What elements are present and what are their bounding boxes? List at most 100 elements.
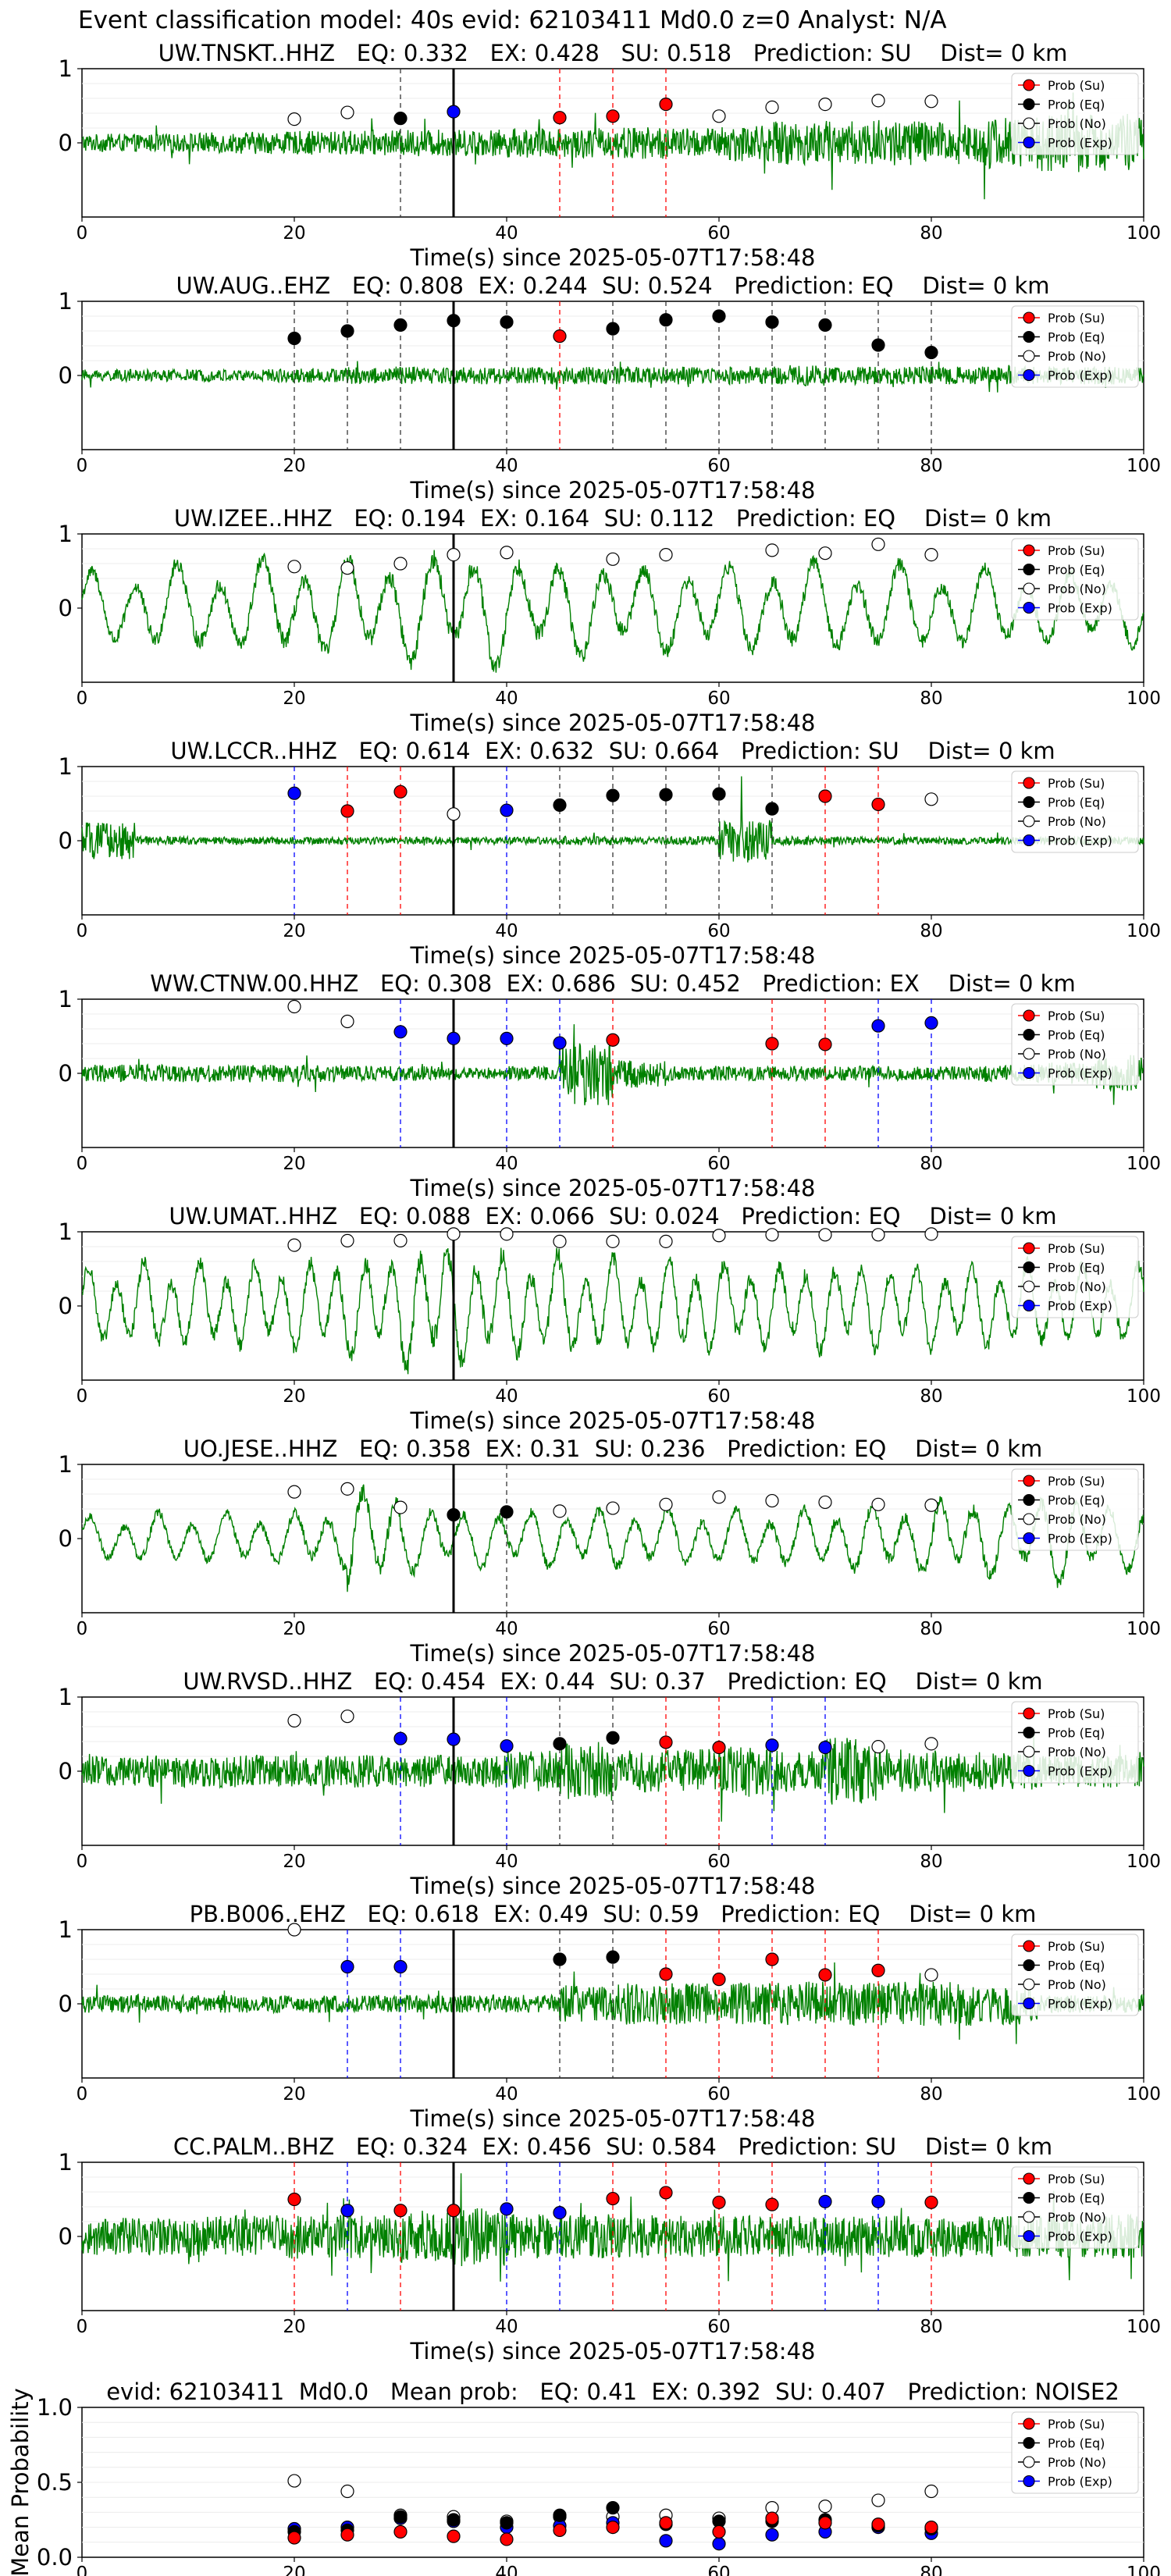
prob-point-eq	[340, 324, 354, 338]
legend-marker-eq	[1023, 1959, 1035, 1972]
y-tick-label: 0	[59, 130, 73, 156]
prob-point-su	[606, 1033, 620, 1047]
prob-point-no	[924, 547, 938, 562]
x-tick-label: 40	[495, 456, 518, 476]
legend: Prob (Su) Prob (Eq) Prob (No) Prob (Exp)	[1011, 1468, 1139, 1551]
x-tick-label: 100	[1127, 1154, 1161, 1174]
legend-label: Prob (Exp)	[1048, 834, 1112, 849]
prob-point-no	[871, 537, 885, 551]
legend-label: Prob (No)	[1048, 1745, 1106, 1759]
prob-point-eq	[606, 1731, 620, 1745]
y-tick-label: 0	[59, 1060, 73, 1087]
prob-point-exp	[500, 1739, 514, 1753]
legend: Prob (Su) Prob (Eq) Prob (No) Prob (Exp)	[1011, 1701, 1139, 1784]
legend-label: Prob (Exp)	[1048, 1532, 1112, 1546]
panel-title: UW.AUG..EHZ EQ: 0.808 EX: 0.244 SU: 0.52…	[176, 272, 1049, 299]
legend-label: Prob (Su)	[1048, 543, 1105, 558]
x-tick-label: 40	[495, 223, 518, 244]
prob-point-exp	[500, 2202, 514, 2216]
x-tick-label: 20	[283, 921, 305, 941]
legend-marker-exp	[1023, 1299, 1035, 1312]
legend-label: Prob (No)	[1048, 1279, 1106, 1294]
x-tick-label: 60	[707, 223, 730, 244]
y-tick-label: 1	[59, 753, 73, 780]
prob-point-no	[287, 2474, 301, 2488]
legend-marker-exp	[1023, 1997, 1035, 2010]
y-tick-label: 1	[59, 1916, 73, 1943]
prob-point-no	[606, 1234, 620, 1248]
legend-label: Prob (Exp)	[1048, 136, 1112, 151]
x-tick-label: 100	[1127, 921, 1161, 941]
prob-point-su	[659, 1967, 673, 1981]
x-axis-label: Time(s) since 2025-05-07T17:58:48	[410, 2105, 816, 2132]
prob-point-eq	[924, 345, 938, 360]
prob-point-no	[818, 98, 832, 112]
prob-point-su	[340, 2528, 354, 2542]
prob-point-eq	[500, 2516, 514, 2530]
prob-point-eq	[553, 1737, 567, 1751]
prob-point-no	[340, 1233, 354, 1248]
prob-point-no	[659, 1497, 673, 1511]
legend-marker-no	[1023, 1978, 1035, 1991]
legend: Prob (Su) Prob (Eq) Prob (No) Prob (Exp)	[1011, 1934, 1139, 2016]
legend-marker-eq	[1023, 330, 1035, 343]
prob-point-no	[871, 1740, 885, 1754]
waveform-trace	[82, 1247, 1144, 1375]
x-tick-label: 80	[920, 1852, 942, 1872]
legend-label: Prob (Eq)	[1048, 2436, 1105, 2451]
x-tick-label: 80	[920, 921, 942, 941]
legend-marker-exp	[1023, 368, 1035, 382]
x-tick-label: 100	[1127, 456, 1161, 476]
legend-label: Prob (Exp)	[1048, 1066, 1112, 1081]
prob-point-su	[287, 2192, 301, 2207]
prob-point-eq	[393, 318, 408, 332]
y-tick-label: 0.5	[37, 2469, 73, 2496]
prob-point-exp	[340, 2204, 354, 2218]
prob-point-exp	[287, 786, 301, 800]
prob-point-no	[287, 112, 301, 126]
prob-point-no	[447, 547, 461, 562]
waveform-trace	[81, 1962, 1144, 2044]
x-axis-label: Time(s) since 2025-05-07T17:58:48	[410, 1175, 816, 1201]
prob-point-eq	[871, 338, 885, 352]
figure-title: Event classification model: 40s evid: 62…	[78, 6, 947, 34]
prob-point-su	[712, 2524, 726, 2539]
legend-label: Prob (Exp)	[1048, 1299, 1112, 1314]
prob-point-no	[287, 560, 301, 574]
prob-point-no	[818, 1495, 832, 1510]
legend-marker-su	[1023, 2418, 1035, 2430]
plot-frame	[81, 1464, 1144, 1614]
x-tick-label: 80	[920, 456, 942, 476]
legend-marker-no	[1023, 1513, 1035, 1525]
x-axis-label: Time(s) since 2025-05-07T17:58:48	[410, 1407, 816, 1434]
legend-label: Prob (No)	[1048, 1047, 1106, 1062]
legend: Prob (Su) Prob (Eq) Prob (No) Prob (Exp)	[1011, 73, 1139, 155]
prob-point-no	[500, 1227, 514, 1241]
prob-point-su	[659, 2516, 673, 2530]
x-tick-label: 60	[707, 688, 730, 709]
prob-point-su	[871, 797, 885, 812]
x-tick-label: 60	[707, 1852, 730, 1872]
panel-9: CC.PALM..BHZ EQ: 0.324 EX: 0.456 SU: 0.5…	[59, 2133, 1161, 2364]
prob-point-eq	[659, 313, 673, 327]
prob-point-exp	[447, 1732, 461, 1746]
prob-point-no	[287, 999, 301, 1014]
x-tick-label: 20	[283, 1386, 305, 1407]
y-tick-label: 1	[59, 1219, 73, 1245]
legend-label: Prob (Su)	[1048, 1706, 1105, 1721]
panel-title: UW.TNSKT..HHZ EQ: 0.332 EX: 0.428 SU: 0.…	[158, 40, 1068, 66]
y-tick-label: 0	[59, 827, 73, 854]
panel-4: WW.CTNW.00.HHZ EQ: 0.308 EX: 0.686 SU: 0…	[59, 970, 1161, 1201]
legend-marker-su	[1023, 311, 1035, 324]
prob-point-exp	[712, 2537, 726, 2551]
prob-point-no	[340, 561, 354, 575]
prob-point-su	[818, 1037, 832, 1051]
x-tick-label: 40	[495, 921, 518, 941]
y-tick-label: 0	[59, 1293, 73, 1319]
prob-point-exp	[393, 1959, 408, 1974]
x-tick-label: 80	[920, 1154, 942, 1174]
prob-point-no	[924, 94, 938, 109]
legend-label: Prob (Eq)	[1048, 2191, 1105, 2206]
legend-label: Prob (Su)	[1048, 78, 1105, 93]
y-tick-label: 0	[59, 1758, 73, 1784]
